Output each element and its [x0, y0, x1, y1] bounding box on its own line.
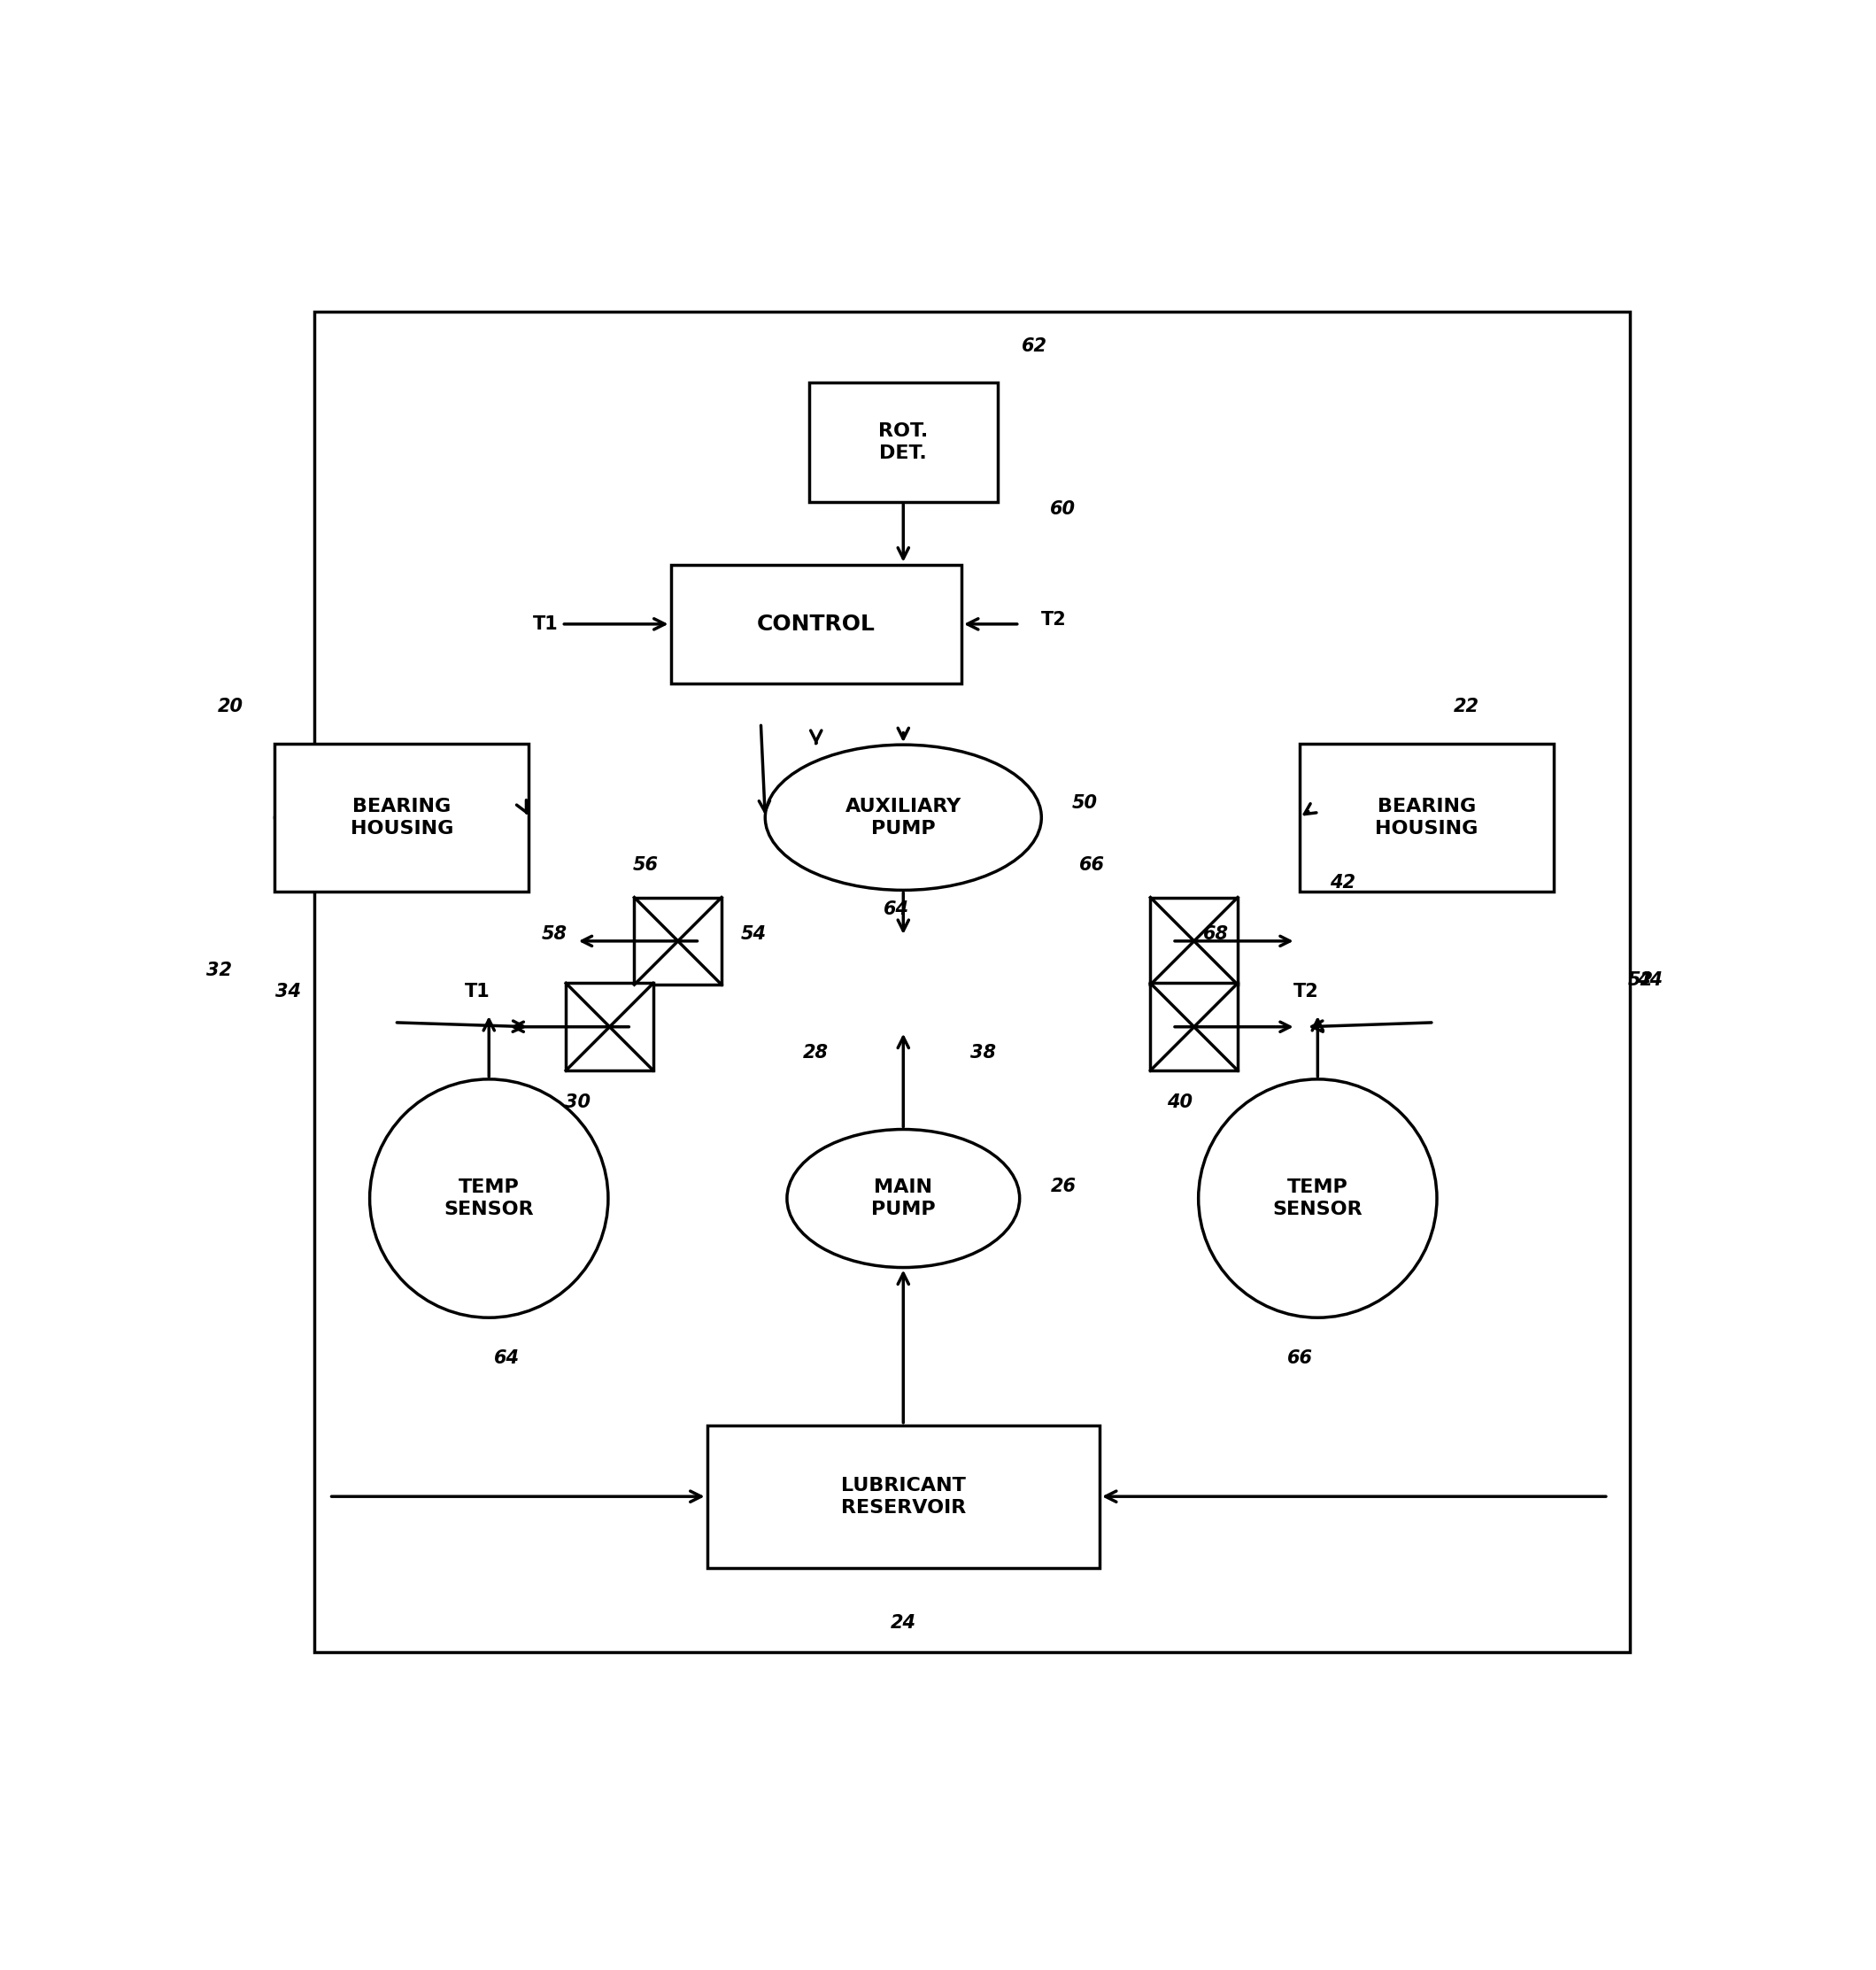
Text: 66: 66 — [1079, 857, 1105, 875]
Text: 54: 54 — [741, 926, 767, 942]
Text: CONTROL: CONTROL — [756, 613, 876, 634]
Text: 40: 40 — [1167, 1093, 1193, 1111]
Text: MAIN
PUMP: MAIN PUMP — [870, 1178, 936, 1217]
Text: 58: 58 — [542, 926, 567, 942]
Text: 44: 44 — [1638, 971, 1662, 989]
Text: 62: 62 — [1021, 337, 1047, 355]
Text: 34: 34 — [276, 983, 302, 1001]
Bar — [1150, 898, 1238, 985]
Text: T2: T2 — [1041, 611, 1067, 628]
Text: 38: 38 — [970, 1044, 996, 1062]
Text: 42: 42 — [1330, 875, 1354, 892]
Text: LUBRICANT
RESERVOIR: LUBRICANT RESERVOIR — [840, 1478, 966, 1517]
Text: 28: 28 — [803, 1044, 829, 1062]
Ellipse shape — [765, 745, 1041, 890]
Bar — [1150, 983, 1238, 1070]
Text: T1: T1 — [465, 983, 490, 1001]
Text: TEMP
SENSOR: TEMP SENSOR — [1272, 1178, 1362, 1217]
Bar — [1300, 743, 1553, 892]
Text: 24: 24 — [891, 1613, 915, 1631]
Text: 32: 32 — [206, 961, 233, 979]
Text: TEMP
SENSOR: TEMP SENSOR — [445, 1178, 535, 1217]
Text: 64: 64 — [493, 1349, 520, 1367]
Text: T1: T1 — [533, 615, 557, 632]
Bar — [567, 983, 653, 1070]
Bar — [634, 898, 722, 985]
Bar — [672, 565, 962, 684]
Bar — [809, 382, 998, 502]
Text: 30: 30 — [565, 1093, 591, 1111]
Text: AUXILIARY
PUMP: AUXILIARY PUMP — [846, 798, 961, 837]
Text: 56: 56 — [632, 857, 658, 875]
Text: BEARING
HOUSING: BEARING HOUSING — [351, 798, 454, 837]
Text: 60: 60 — [1051, 500, 1077, 518]
Text: 50: 50 — [1073, 794, 1097, 812]
Text: 66: 66 — [1287, 1349, 1313, 1367]
Text: 52: 52 — [1628, 971, 1653, 989]
Text: 22: 22 — [1454, 697, 1480, 715]
Circle shape — [370, 1080, 608, 1318]
Text: 64: 64 — [884, 900, 908, 918]
Text: T2: T2 — [1293, 983, 1319, 1001]
Circle shape — [1199, 1080, 1437, 1318]
Text: 68: 68 — [1203, 926, 1229, 942]
Bar — [274, 743, 529, 892]
Bar — [707, 1424, 1099, 1568]
Text: BEARING
HOUSING: BEARING HOUSING — [1375, 798, 1478, 837]
Text: 20: 20 — [218, 697, 244, 715]
Ellipse shape — [788, 1129, 1021, 1267]
Text: 26: 26 — [1051, 1178, 1077, 1196]
Text: ROT.
DET.: ROT. DET. — [878, 422, 929, 463]
